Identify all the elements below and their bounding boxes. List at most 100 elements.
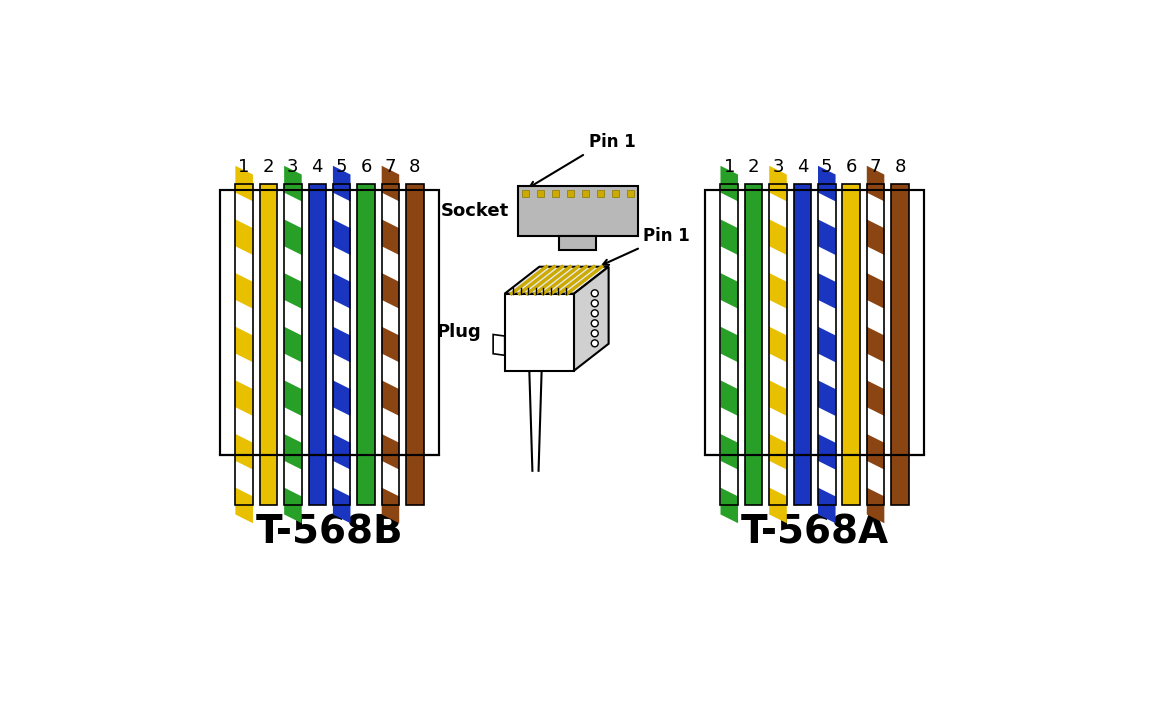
Bar bbox=[597, 190, 604, 197]
Bar bbox=[843, 183, 860, 505]
Text: 8: 8 bbox=[895, 158, 906, 176]
Bar bbox=[382, 183, 399, 505]
Polygon shape bbox=[236, 326, 253, 362]
Text: Pin 1: Pin 1 bbox=[643, 227, 690, 245]
Polygon shape bbox=[574, 267, 608, 371]
Text: 7: 7 bbox=[869, 158, 881, 176]
Bar bbox=[236, 183, 253, 505]
Polygon shape bbox=[493, 334, 505, 355]
Bar bbox=[332, 183, 351, 505]
Bar bbox=[332, 183, 351, 505]
Bar bbox=[769, 183, 787, 505]
Text: T-568A: T-568A bbox=[741, 513, 889, 551]
Text: 3: 3 bbox=[288, 158, 299, 176]
Polygon shape bbox=[818, 488, 836, 523]
Polygon shape bbox=[332, 326, 351, 362]
Polygon shape bbox=[721, 326, 738, 362]
Polygon shape bbox=[284, 220, 301, 255]
Polygon shape bbox=[284, 166, 301, 201]
Polygon shape bbox=[505, 267, 608, 293]
Polygon shape bbox=[769, 380, 787, 416]
Polygon shape bbox=[382, 220, 399, 255]
Bar bbox=[382, 183, 399, 505]
Bar bbox=[627, 190, 634, 197]
Bar bbox=[552, 190, 559, 197]
Text: 4: 4 bbox=[312, 158, 323, 176]
Text: Pin 1: Pin 1 bbox=[590, 133, 636, 151]
Polygon shape bbox=[818, 434, 836, 470]
Text: 7: 7 bbox=[385, 158, 397, 176]
Polygon shape bbox=[769, 220, 787, 255]
Polygon shape bbox=[236, 488, 253, 523]
Polygon shape bbox=[284, 326, 301, 362]
Bar bbox=[236, 183, 253, 505]
Polygon shape bbox=[284, 488, 301, 523]
Polygon shape bbox=[721, 434, 738, 470]
Polygon shape bbox=[332, 380, 351, 416]
Polygon shape bbox=[332, 488, 351, 523]
Polygon shape bbox=[818, 220, 836, 255]
Polygon shape bbox=[332, 273, 351, 309]
Text: 6: 6 bbox=[360, 158, 371, 176]
Polygon shape bbox=[332, 166, 351, 201]
Polygon shape bbox=[236, 220, 253, 255]
Text: Plug: Plug bbox=[437, 323, 482, 341]
Text: 6: 6 bbox=[845, 158, 857, 176]
Bar bbox=[705, 190, 925, 456]
Bar bbox=[406, 183, 423, 505]
Bar bbox=[308, 183, 327, 505]
Polygon shape bbox=[769, 488, 787, 523]
Polygon shape bbox=[818, 166, 836, 201]
Polygon shape bbox=[867, 220, 884, 255]
Bar bbox=[537, 190, 544, 197]
Polygon shape bbox=[332, 220, 351, 255]
Bar bbox=[260, 183, 277, 505]
Polygon shape bbox=[382, 434, 399, 470]
Bar bbox=[567, 190, 574, 197]
Bar bbox=[220, 190, 439, 456]
Bar bbox=[867, 183, 884, 505]
Polygon shape bbox=[721, 488, 738, 523]
Polygon shape bbox=[236, 166, 253, 201]
Text: 5: 5 bbox=[821, 158, 833, 176]
Text: 5: 5 bbox=[336, 158, 347, 176]
Polygon shape bbox=[769, 273, 787, 309]
Text: T-568B: T-568B bbox=[255, 513, 404, 551]
Polygon shape bbox=[236, 273, 253, 309]
Bar bbox=[559, 236, 597, 250]
Polygon shape bbox=[284, 273, 301, 309]
Bar bbox=[818, 183, 836, 505]
Bar bbox=[867, 183, 884, 505]
Bar bbox=[284, 183, 301, 505]
Bar bbox=[721, 183, 738, 505]
Polygon shape bbox=[721, 166, 738, 201]
Bar bbox=[612, 190, 619, 197]
Circle shape bbox=[591, 310, 598, 317]
Circle shape bbox=[591, 290, 598, 297]
Circle shape bbox=[591, 330, 598, 337]
Circle shape bbox=[591, 300, 598, 307]
Text: Socket: Socket bbox=[440, 202, 509, 220]
Polygon shape bbox=[818, 273, 836, 309]
Bar bbox=[220, 190, 439, 456]
Polygon shape bbox=[236, 434, 253, 470]
Polygon shape bbox=[867, 488, 884, 523]
Bar bbox=[745, 183, 762, 505]
Polygon shape bbox=[382, 326, 399, 362]
Bar bbox=[582, 190, 589, 197]
Text: 1: 1 bbox=[723, 158, 735, 176]
Polygon shape bbox=[284, 380, 301, 416]
Text: 2: 2 bbox=[748, 158, 759, 176]
Polygon shape bbox=[867, 434, 884, 470]
Bar bbox=[769, 183, 787, 505]
Bar bbox=[793, 183, 811, 505]
Circle shape bbox=[591, 320, 598, 327]
Polygon shape bbox=[721, 273, 738, 309]
Text: 8: 8 bbox=[409, 158, 421, 176]
Bar bbox=[705, 190, 925, 456]
Text: 4: 4 bbox=[797, 158, 808, 176]
Polygon shape bbox=[721, 380, 738, 416]
Polygon shape bbox=[769, 326, 787, 362]
Polygon shape bbox=[867, 273, 884, 309]
Polygon shape bbox=[721, 220, 738, 255]
